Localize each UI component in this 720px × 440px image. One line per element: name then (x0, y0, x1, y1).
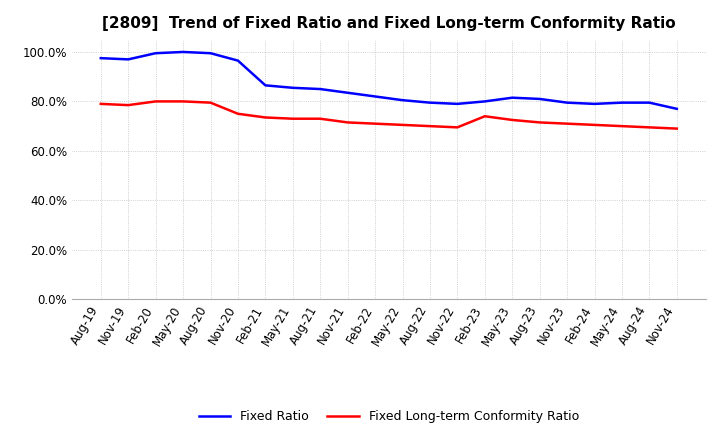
Fixed Long-term Conformity Ratio (672, 126, 681, 131)
Legend: Fixed Ratio, Fixed Long-term Conformity Ratio: Fixed Ratio, Fixed Long-term Conformity … (194, 405, 584, 428)
Fixed Long-term Conformity Ratio (233, 111, 242, 117)
Line: Fixed Long-term Conformity Ratio: Fixed Long-term Conformity Ratio (101, 101, 677, 128)
Fixed Ratio (371, 94, 379, 99)
Fixed Ratio (480, 99, 489, 104)
Fixed Long-term Conformity Ratio (590, 122, 599, 128)
Fixed Long-term Conformity Ratio (426, 124, 434, 129)
Fixed Long-term Conformity Ratio (289, 116, 297, 121)
Line: Fixed Ratio: Fixed Ratio (101, 52, 677, 109)
Fixed Ratio (453, 101, 462, 106)
Fixed Ratio (672, 106, 681, 111)
Fixed Ratio (590, 101, 599, 106)
Fixed Ratio (316, 86, 325, 92)
Title: [2809]  Trend of Fixed Ratio and Fixed Long-term Conformity Ratio: [2809] Trend of Fixed Ratio and Fixed Lo… (102, 16, 675, 32)
Fixed Long-term Conformity Ratio (536, 120, 544, 125)
Fixed Ratio (343, 90, 352, 95)
Fixed Long-term Conformity Ratio (563, 121, 572, 126)
Fixed Ratio (96, 55, 105, 61)
Fixed Long-term Conformity Ratio (124, 103, 132, 108)
Fixed Long-term Conformity Ratio (96, 101, 105, 106)
Fixed Long-term Conformity Ratio (316, 116, 325, 121)
Fixed Ratio (261, 83, 270, 88)
Fixed Ratio (426, 100, 434, 105)
Fixed Long-term Conformity Ratio (618, 124, 626, 129)
Fixed Ratio (618, 100, 626, 105)
Fixed Long-term Conformity Ratio (480, 114, 489, 119)
Fixed Ratio (536, 96, 544, 102)
Fixed Long-term Conformity Ratio (398, 122, 407, 128)
Fixed Long-term Conformity Ratio (179, 99, 187, 104)
Fixed Ratio (124, 57, 132, 62)
Fixed Long-term Conformity Ratio (343, 120, 352, 125)
Fixed Ratio (563, 100, 572, 105)
Fixed Long-term Conformity Ratio (508, 117, 516, 123)
Fixed Long-term Conformity Ratio (453, 125, 462, 130)
Fixed Long-term Conformity Ratio (645, 125, 654, 130)
Fixed Long-term Conformity Ratio (261, 115, 270, 120)
Fixed Ratio (289, 85, 297, 91)
Fixed Ratio (508, 95, 516, 100)
Fixed Ratio (179, 49, 187, 55)
Fixed Ratio (151, 51, 160, 56)
Fixed Long-term Conformity Ratio (371, 121, 379, 126)
Fixed Long-term Conformity Ratio (151, 99, 160, 104)
Fixed Ratio (233, 58, 242, 63)
Fixed Ratio (206, 51, 215, 56)
Fixed Ratio (645, 100, 654, 105)
Fixed Long-term Conformity Ratio (206, 100, 215, 105)
Fixed Ratio (398, 98, 407, 103)
